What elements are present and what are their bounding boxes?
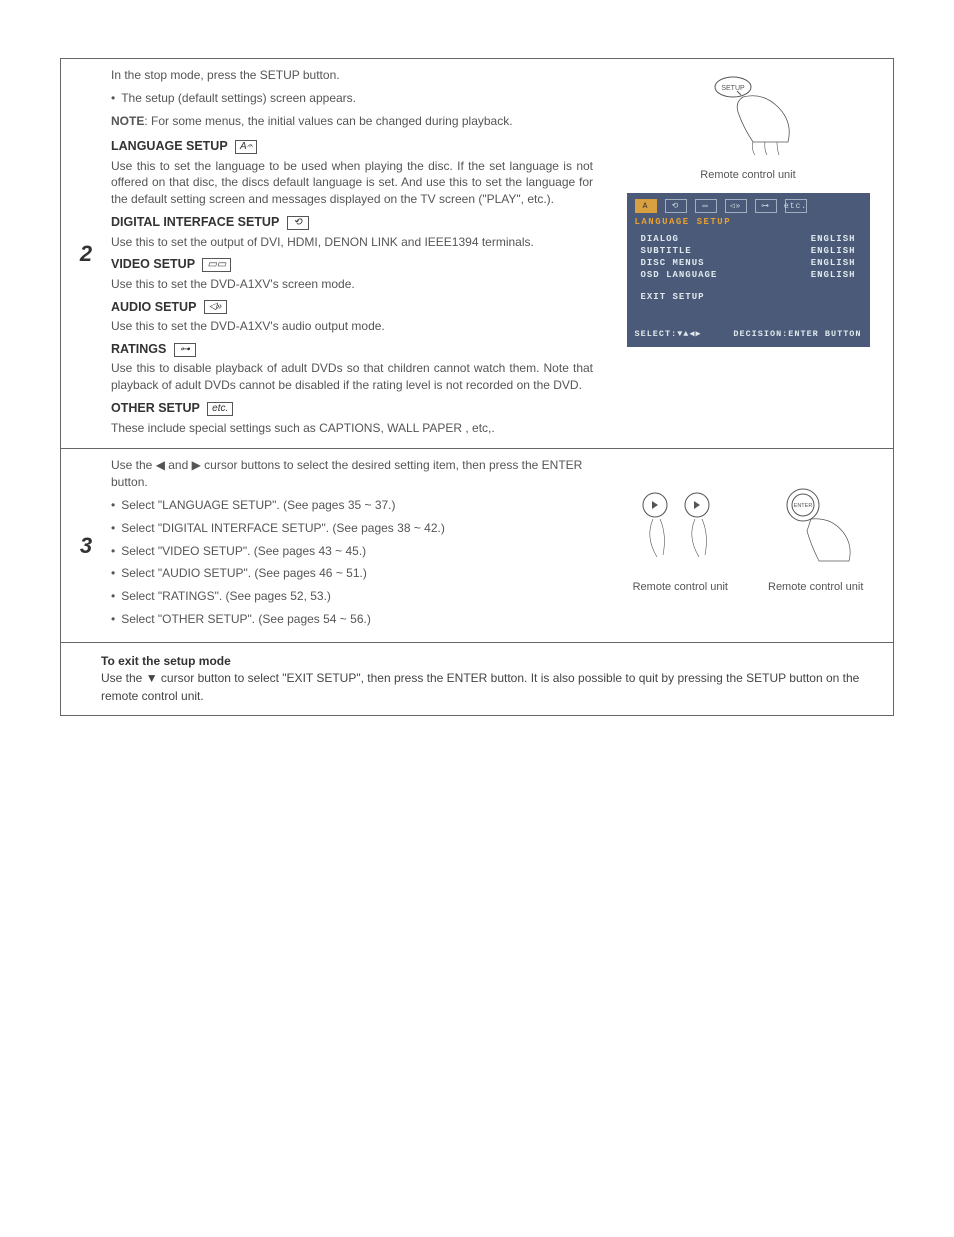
- audio-setup-body: Use this to set the DVD-A1XV's audio out…: [111, 318, 593, 335]
- exit-title: To exit the setup mode: [101, 654, 231, 668]
- language-setup-head: LANGUAGE SETUP A𝄐: [111, 138, 593, 156]
- step-3-text: Use the ◀ and ▶ cursor buttons to select…: [111, 449, 603, 641]
- step-2-visual: SETUP Remote control unit A ⟲ ▭ ◁» ⊶ etc: [603, 59, 893, 448]
- step2-intro2-bullet: The setup (default settings) screen appe…: [111, 90, 593, 107]
- osd-footer-select: SELECT:▼▲◀▶: [635, 329, 702, 339]
- step-3-number: 3: [61, 449, 111, 641]
- step-3-visual: Remote control unit ENTER Remote control…: [603, 449, 893, 641]
- cursor-buttons-illustration: Remote control unit: [633, 487, 728, 593]
- step-2-body: In the stop mode, press the SETUP button…: [111, 59, 893, 448]
- osd-footer: SELECT:▼▲◀▶ DECISION:ENTER BUTTON: [635, 329, 862, 339]
- osd-tab-vid: ▭: [695, 199, 717, 213]
- video-setup-body: Use this to set the DVD-A1XV's screen mo…: [111, 276, 593, 293]
- step-2-text: In the stop mode, press the SETUP button…: [111, 59, 603, 448]
- ratings-head: RATINGS ⊶: [111, 341, 593, 359]
- svg-text:ENTER: ENTER: [793, 503, 812, 509]
- osd-row: DISC MENUSENGLISH: [635, 257, 862, 269]
- video-setup-head: VIDEO SETUP ▭▭: [111, 256, 593, 274]
- osd-tab-aud: ◁»: [725, 199, 747, 213]
- digital-interface-head: DIGITAL INTERFACE SETUP ⟲: [111, 214, 593, 232]
- osd-title: LANGUAGE SETUP: [635, 217, 862, 227]
- osd-footer-decision: DECISION:ENTER BUTTON: [733, 329, 861, 339]
- osd-tab-oth: etc.: [785, 199, 807, 213]
- osd-tabs: A ⟲ ▭ ◁» ⊶ etc.: [635, 199, 862, 213]
- video-icon: ▭▭: [202, 258, 231, 272]
- step3-bullet: Select "OTHER SETUP". (See pages 54 ~ 56…: [111, 611, 593, 628]
- language-icon: A𝄐: [235, 140, 257, 154]
- enter-button-illustration: ENTER Remote control unit: [768, 487, 863, 593]
- osd-row: SUBTITLEENGLISH: [635, 245, 862, 257]
- osd-row: DIALOGENGLISH: [635, 233, 862, 245]
- other-setup-head: OTHER SETUP etc.: [111, 400, 593, 418]
- other-setup-body: These include special settings such as C…: [111, 420, 593, 437]
- ratings-body: Use this to disable playback of adult DV…: [111, 360, 593, 394]
- other-icon: etc.: [207, 402, 233, 416]
- remote-caption-1: Remote control unit: [700, 169, 795, 181]
- step3-intro: Use the ◀ and ▶ cursor buttons to select…: [111, 457, 593, 491]
- osd-row: OSD LANGUAGEENGLISH: [635, 269, 862, 281]
- digital-icon: ⟲: [287, 216, 309, 230]
- exit-body: Use the ▼ cursor button to select "EXIT …: [101, 671, 859, 702]
- osd-screen: A ⟲ ▭ ◁» ⊶ etc. LANGUAGE SETUP DIALOGENG…: [627, 193, 870, 347]
- setup-button-illustration: SETUP: [693, 67, 803, 165]
- step3-bullet: Select "VIDEO SETUP". (See pages 43 ~ 45…: [111, 543, 593, 560]
- step-3-body: Use the ◀ and ▶ cursor buttons to select…: [111, 449, 893, 641]
- instruction-table: 2 In the stop mode, press the SETUP butt…: [60, 58, 894, 716]
- ratings-icon: ⊶: [174, 343, 196, 357]
- osd-tab-rat: ⊶: [755, 199, 777, 213]
- audio-icon: ◁»: [204, 300, 227, 314]
- step2-intro1: In the stop mode, press the SETUP button…: [111, 67, 593, 84]
- setup-label-svg: SETUP: [721, 85, 745, 92]
- digital-interface-body: Use this to set the output of DVI, HDMI,…: [111, 234, 593, 251]
- audio-setup-head: AUDIO SETUP ◁»: [111, 299, 593, 317]
- osd-exit: EXIT SETUP: [635, 291, 862, 303]
- remote-caption-3: Remote control unit: [768, 581, 863, 593]
- osd-rows: DIALOGENGLISHSUBTITLEENGLISHDISC MENUSEN…: [635, 233, 862, 281]
- step3-bullet: Select "DIGITAL INTERFACE SETUP". (See p…: [111, 520, 593, 537]
- osd-tab-dig: ⟲: [665, 199, 687, 213]
- step3-items: Select "LANGUAGE SETUP". (See pages 35 ~…: [111, 497, 593, 628]
- step-2-number: 2: [61, 59, 111, 448]
- language-setup-body: Use this to set the language to be used …: [111, 158, 593, 208]
- step-3-row: 3 Use the ◀ and ▶ cursor buttons to sele…: [61, 449, 893, 642]
- remote-caption-2: Remote control unit: [633, 581, 728, 593]
- step3-bullet: Select "AUDIO SETUP". (See pages 46 ~ 51…: [111, 565, 593, 582]
- step3-bullet: Select "LANGUAGE SETUP". (See pages 35 ~…: [111, 497, 593, 514]
- step-2-row: 2 In the stop mode, press the SETUP butt…: [61, 59, 893, 449]
- osd-tab-lang: A: [635, 199, 657, 213]
- step3-bullet: Select "RATINGS". (See pages 52, 53.): [111, 588, 593, 605]
- exit-section: To exit the setup mode Use the ▼ cursor …: [61, 643, 893, 715]
